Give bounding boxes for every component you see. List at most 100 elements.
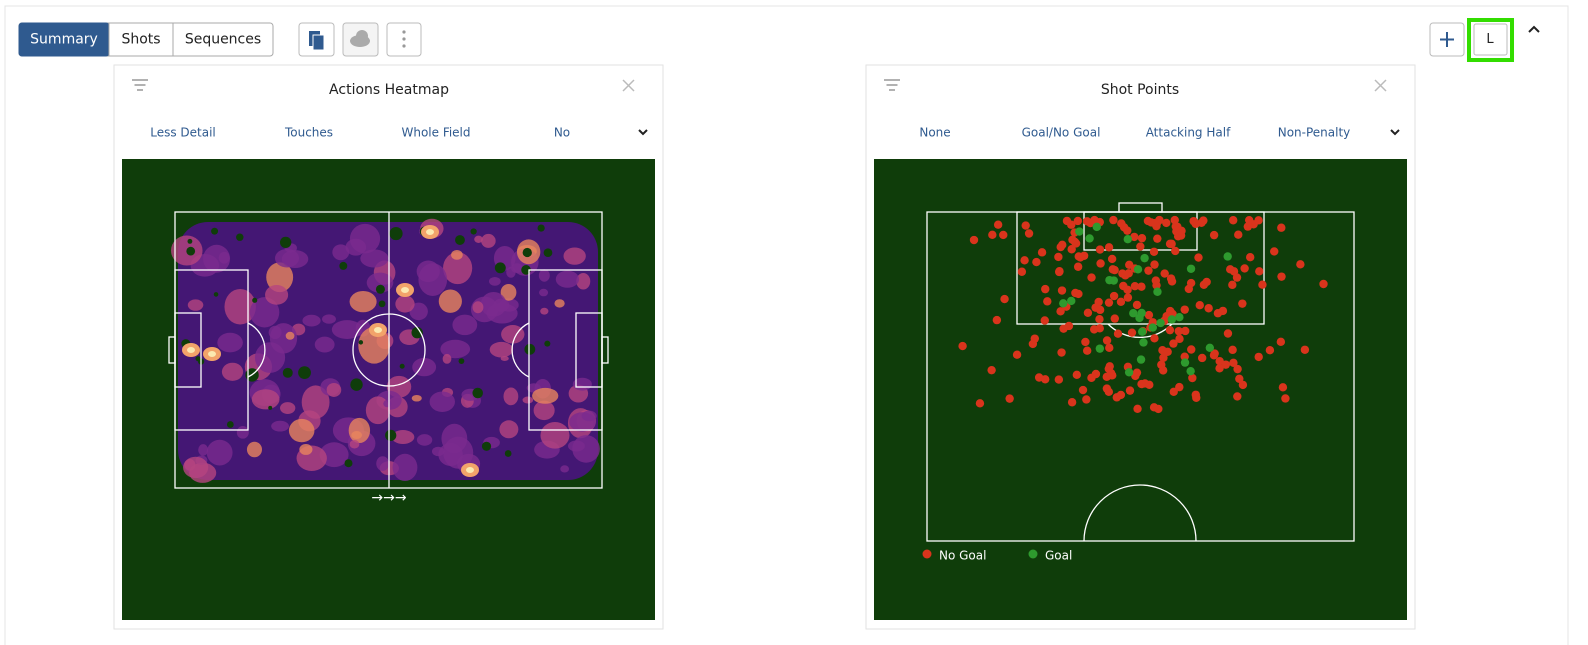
shot (1132, 300, 1142, 310)
panel: Shot Points None Goal/No Goal Attacking … (865, 64, 1416, 630)
shot (1095, 324, 1104, 333)
heat-blob (409, 302, 428, 321)
filter-icon[interactable] (884, 79, 900, 91)
shot (1107, 254, 1117, 264)
cloud-button[interactable] (342, 22, 379, 57)
option[interactable]: Whole Field (401, 126, 470, 140)
shot (1187, 345, 1196, 354)
heat-peak (426, 229, 434, 235)
heat-blob (203, 244, 231, 273)
heat-hole (236, 233, 244, 241)
options-chevron[interactable] (638, 129, 648, 136)
shot (1175, 313, 1184, 322)
option[interactable]: Attacking Half (1146, 126, 1231, 140)
heat-blob (217, 332, 243, 353)
heat-blob (472, 301, 484, 314)
option[interactable]: Touches (284, 126, 333, 140)
shot (1109, 276, 1118, 285)
shot (1175, 382, 1184, 392)
heat-hole (195, 356, 201, 362)
options-chevron[interactable] (1390, 129, 1400, 136)
shot (1057, 348, 1066, 357)
heat-blob (443, 436, 474, 469)
shot (969, 235, 979, 245)
shot (1133, 265, 1143, 274)
shot (1087, 273, 1096, 282)
heat-blob (254, 342, 286, 373)
shot (1167, 277, 1177, 286)
heat-blob (540, 307, 549, 315)
heat-blob (499, 420, 519, 439)
option[interactable]: None (919, 126, 950, 140)
highlight (1467, 18, 1514, 62)
heat-blob (431, 446, 445, 457)
copy-button[interactable] (298, 22, 335, 57)
shot (1181, 326, 1190, 336)
shot (1210, 349, 1219, 358)
shot (1215, 357, 1224, 366)
shot (1197, 218, 1206, 228)
shot (1040, 316, 1049, 325)
shot (1180, 358, 1190, 367)
option[interactable]: Non-Penalty (1278, 126, 1351, 140)
shot (1130, 232, 1139, 242)
user-button[interactable] (1473, 23, 1508, 56)
heat-blob (532, 387, 559, 404)
shot (1233, 392, 1242, 401)
heat-blob (481, 233, 496, 248)
heat-hole (458, 358, 465, 364)
direction-arrow: →→→ (371, 490, 406, 506)
tab[interactable]: Sequences (185, 32, 261, 48)
filter-icon[interactable] (132, 79, 148, 91)
tab[interactable]: Shots (121, 32, 160, 48)
shot (1095, 315, 1104, 324)
tab[interactable]: Summary (30, 32, 98, 48)
user-button-label[interactable]: L (1486, 32, 1494, 47)
legend-label: Goal (1045, 549, 1072, 563)
heat-blob (183, 456, 209, 479)
heat-blob (319, 442, 349, 468)
shot (1116, 297, 1126, 306)
more-button[interactable] (386, 22, 422, 57)
shot (1074, 252, 1083, 261)
shot (1167, 315, 1177, 324)
shot (1215, 364, 1224, 373)
close-icon[interactable] (622, 79, 635, 92)
shot (1186, 366, 1195, 376)
heat-hole (339, 261, 348, 270)
heat-blob (554, 299, 565, 308)
heat-blob (271, 420, 289, 432)
option[interactable]: Goal/No Goal (1022, 126, 1101, 140)
option[interactable]: Less Detail (150, 126, 216, 140)
heat-blob (533, 400, 555, 421)
legend-label: No Goal (939, 549, 986, 563)
shot (1104, 298, 1114, 307)
shot (1017, 267, 1027, 276)
heat-hole (344, 459, 353, 468)
shot (1238, 299, 1247, 308)
close-icon[interactable] (1374, 79, 1387, 92)
heat-blob (555, 270, 580, 288)
shot (1221, 360, 1231, 369)
shot (1240, 264, 1249, 273)
shot (1081, 337, 1090, 347)
add-button[interactable] (1429, 22, 1465, 57)
shot (1074, 289, 1083, 299)
shot (1204, 304, 1213, 313)
shot (1102, 336, 1112, 345)
option[interactable]: No (554, 126, 570, 140)
shot (1095, 344, 1105, 353)
heat-blob (418, 263, 448, 296)
panel-title: Shot Points (1101, 82, 1179, 98)
collapse-caret[interactable] (1528, 25, 1540, 33)
heat-blob (206, 439, 233, 466)
pitch-lines (168, 211, 609, 489)
shot (1199, 280, 1209, 289)
shot (1276, 337, 1286, 347)
heat-blob (440, 339, 471, 359)
pitch-lines (926, 202, 1355, 542)
shot (1095, 305, 1105, 315)
panel: Actions Heatmap Less Detail Touches Whol… (113, 64, 664, 630)
heat-blob (314, 336, 335, 353)
shot (1223, 329, 1233, 338)
